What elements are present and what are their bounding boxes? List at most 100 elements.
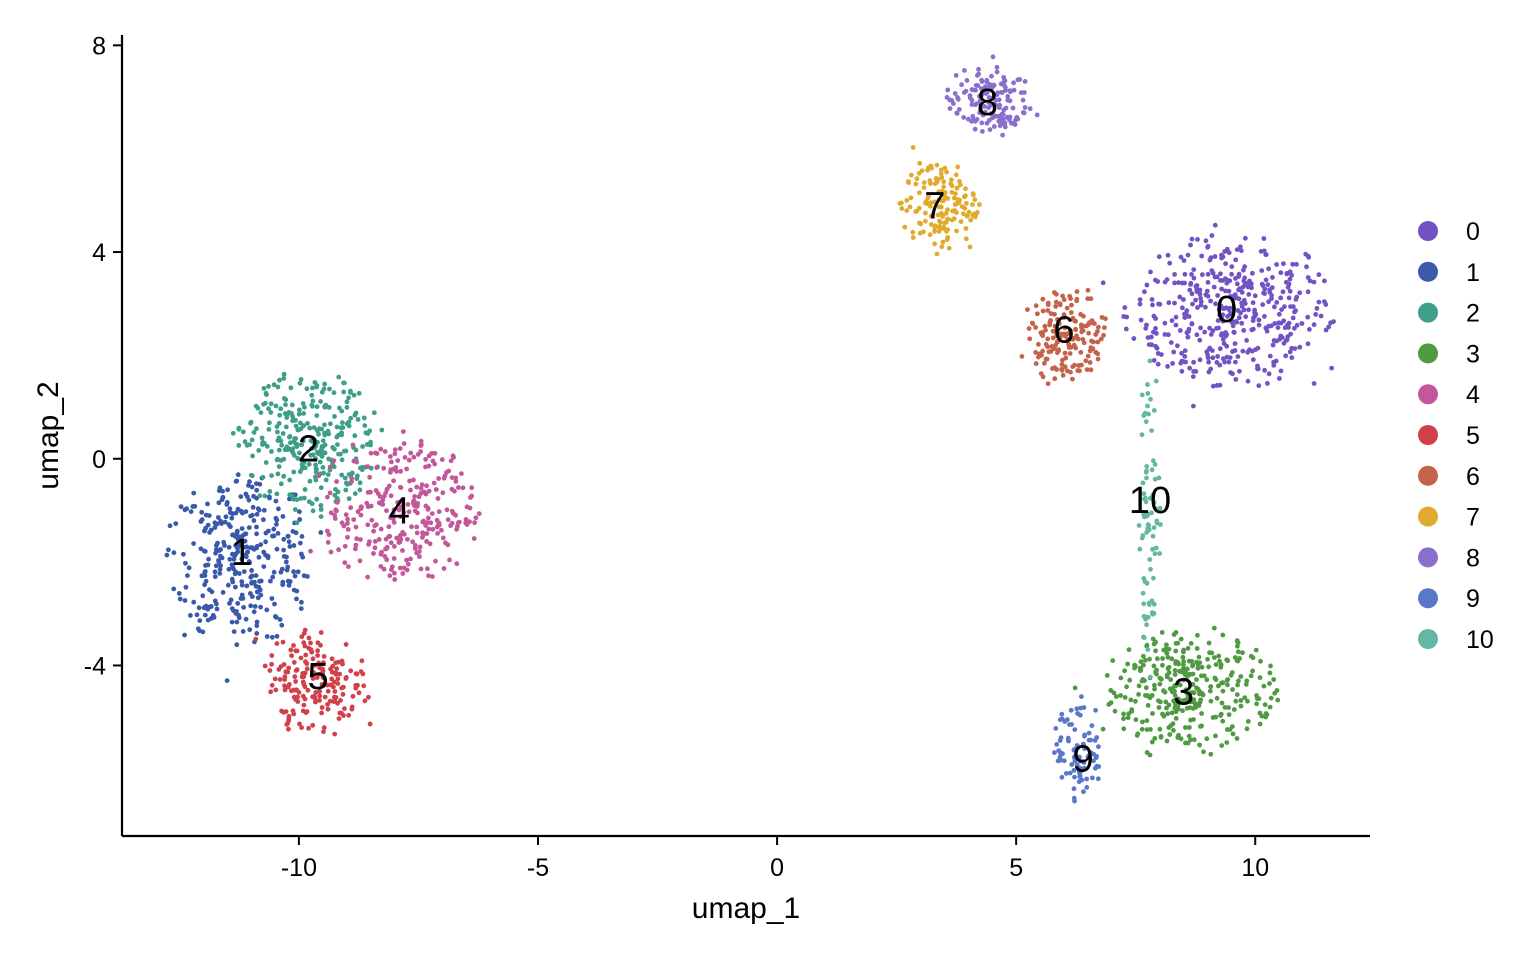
- data-point: [332, 512, 337, 518]
- data-point: [318, 507, 324, 512]
- data-point: [1217, 312, 1223, 318]
- data-point: [400, 505, 406, 511]
- data-point: [951, 195, 957, 201]
- data-point: [1178, 360, 1184, 366]
- data-point: [219, 497, 225, 503]
- data-point: [1253, 312, 1258, 317]
- data-point: [373, 450, 378, 456]
- data-point: [1242, 264, 1248, 269]
- data-point: [471, 536, 477, 541]
- data-point: [1133, 717, 1139, 723]
- data-point: [302, 627, 308, 633]
- data-point: [411, 454, 417, 460]
- data-point: [987, 127, 993, 132]
- legend-swatch: [1418, 221, 1438, 241]
- data-point: [1164, 277, 1170, 282]
- data-point: [1331, 319, 1336, 324]
- data-point: [954, 228, 959, 234]
- data-point: [969, 118, 974, 124]
- data-point: [274, 517, 280, 523]
- data-point: [246, 559, 252, 564]
- data-point: [1305, 289, 1311, 295]
- data-point: [410, 500, 416, 506]
- data-point: [940, 212, 946, 218]
- data-point: [1250, 326, 1256, 332]
- data-point: [1245, 349, 1250, 355]
- data-point: [342, 560, 348, 566]
- data-point: [1234, 281, 1240, 287]
- data-point: [1217, 658, 1222, 664]
- legend-item-4: 4: [1418, 381, 1480, 409]
- legend-swatch: [1418, 261, 1438, 282]
- data-point: [954, 110, 960, 116]
- data-point: [249, 437, 255, 443]
- data-point: [435, 531, 440, 536]
- data-point: [1221, 306, 1227, 312]
- data-point: [353, 542, 359, 548]
- data-point: [210, 613, 216, 618]
- data-point: [1169, 656, 1175, 662]
- data-point: [1172, 280, 1177, 286]
- data-point: [309, 392, 315, 398]
- data-point: [240, 429, 246, 435]
- data-point: [402, 455, 408, 460]
- data-point: [1266, 266, 1271, 272]
- data-point: [1012, 122, 1018, 127]
- data-point: [952, 91, 958, 96]
- data-point: [254, 531, 259, 537]
- data-point: [1158, 734, 1164, 739]
- data-point: [1257, 710, 1263, 716]
- data-point: [941, 184, 946, 190]
- data-point: [949, 177, 954, 183]
- data-point: [1141, 413, 1147, 418]
- data-point: [923, 210, 928, 216]
- data-point: [1029, 320, 1035, 326]
- data-point: [301, 423, 307, 428]
- data-point: [1063, 771, 1069, 776]
- data-point: [316, 473, 322, 479]
- data-point: [1223, 261, 1228, 267]
- data-point: [1239, 248, 1244, 254]
- data-point: [397, 446, 403, 451]
- data-point: [1176, 661, 1181, 667]
- data-point: [291, 569, 296, 575]
- data-point: [417, 544, 423, 550]
- data-point: [231, 608, 236, 613]
- data-point: [1267, 670, 1273, 676]
- data-point: [1199, 711, 1204, 716]
- data-point: [277, 677, 283, 682]
- data-point: [1127, 677, 1133, 683]
- data-point: [1288, 331, 1293, 337]
- data-point: [1235, 649, 1241, 655]
- cluster-label-8: 8: [977, 82, 998, 124]
- data-point: [1078, 350, 1084, 355]
- data-point: [348, 505, 354, 510]
- data-point: [1318, 313, 1324, 319]
- data-point: [315, 653, 320, 658]
- data-point: [318, 503, 324, 508]
- data-point: [947, 106, 953, 111]
- data-point: [914, 176, 920, 182]
- data-point: [1093, 707, 1098, 713]
- data-point: [1246, 307, 1251, 313]
- data-point: [1001, 75, 1007, 80]
- data-point: [1157, 726, 1163, 732]
- data-point: [313, 690, 319, 695]
- data-point: [1096, 744, 1101, 750]
- data-point: [1228, 293, 1233, 299]
- data-point: [280, 579, 286, 585]
- data-point: [1274, 262, 1279, 267]
- data-point: [297, 469, 303, 475]
- data-point: [274, 546, 280, 552]
- data-point: [1062, 325, 1068, 331]
- data-point: [219, 555, 225, 561]
- data-point: [1187, 705, 1193, 710]
- data-point: [268, 401, 274, 407]
- data-point: [181, 551, 186, 557]
- data-point: [344, 405, 350, 410]
- legend-label: 8: [1466, 544, 1480, 572]
- data-point: [1256, 322, 1262, 328]
- data-point: [1169, 318, 1175, 324]
- data-point: [986, 117, 992, 123]
- data-point: [1059, 774, 1065, 780]
